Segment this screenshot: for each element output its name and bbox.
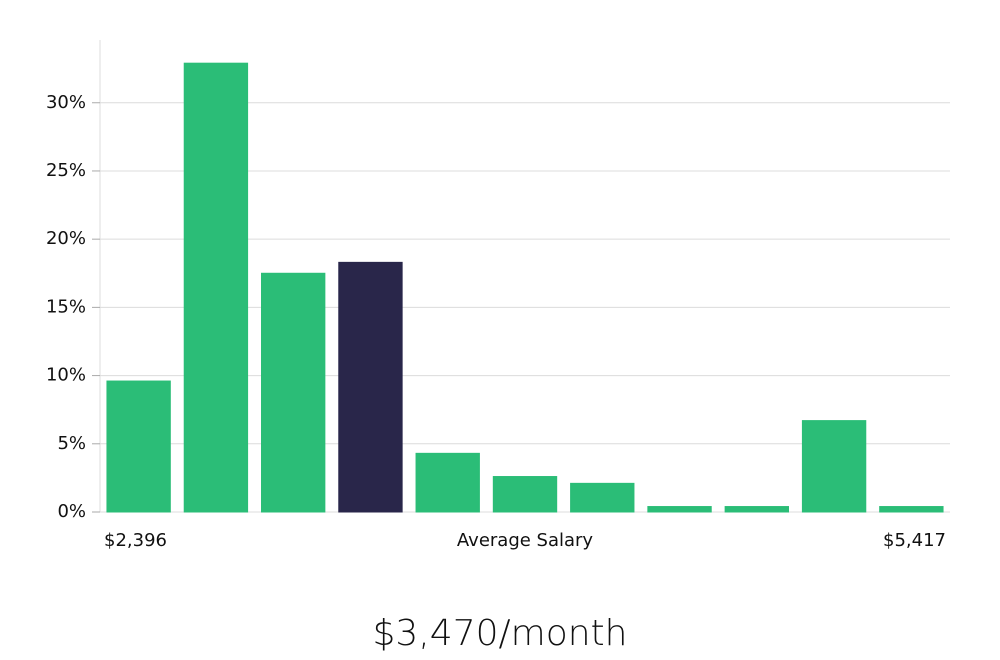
bar — [879, 506, 944, 513]
bar — [492, 476, 558, 513]
bar — [801, 420, 867, 513]
x-min-label: $2,396 — [104, 530, 167, 551]
y-tick-label: 20% — [46, 228, 86, 249]
y-tick-label: 0% — [57, 501, 86, 522]
chart-title: $3,470/month — [373, 613, 628, 654]
bar — [570, 482, 635, 513]
bar — [724, 506, 789, 513]
bar — [647, 506, 712, 513]
bar — [338, 261, 403, 513]
x-max-label: $5,417 — [883, 530, 946, 551]
x-axis-label: Average Salary — [457, 530, 594, 551]
bar — [261, 272, 326, 513]
y-tick-label: 10% — [46, 365, 86, 386]
bar — [183, 62, 249, 513]
y-tick-label: 15% — [46, 296, 86, 317]
bar — [106, 380, 171, 513]
y-tick-label: 25% — [46, 160, 86, 181]
y-tick-label: 5% — [57, 433, 86, 454]
bar — [415, 452, 480, 513]
y-tick-label: 30% — [46, 92, 86, 113]
